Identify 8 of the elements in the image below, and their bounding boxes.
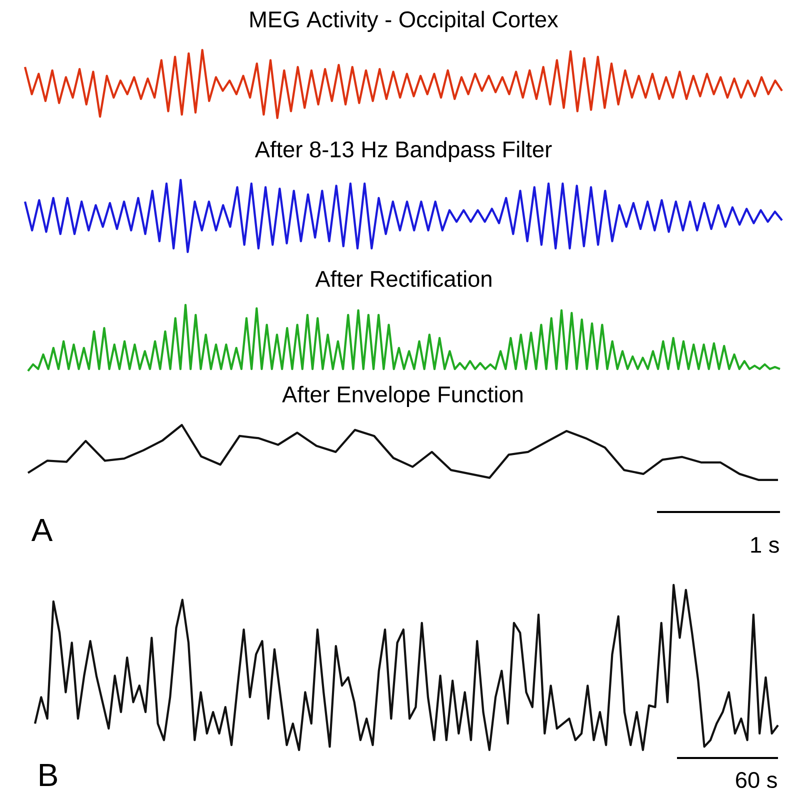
chart-title: After Rectification bbox=[315, 270, 492, 287]
text: B bbox=[40, 764, 57, 786]
text: 60 s bbox=[736, 772, 777, 788]
chart-title: MEG Activity - Occipital Cortex bbox=[250, 10, 558, 32]
chart-title: After Envelope Function bbox=[282, 386, 522, 407]
text: 1 s bbox=[751, 537, 779, 553]
text: A bbox=[31, 518, 53, 542]
chart-title: After 8-13 Hz Bandpass Filter bbox=[254, 140, 552, 162]
